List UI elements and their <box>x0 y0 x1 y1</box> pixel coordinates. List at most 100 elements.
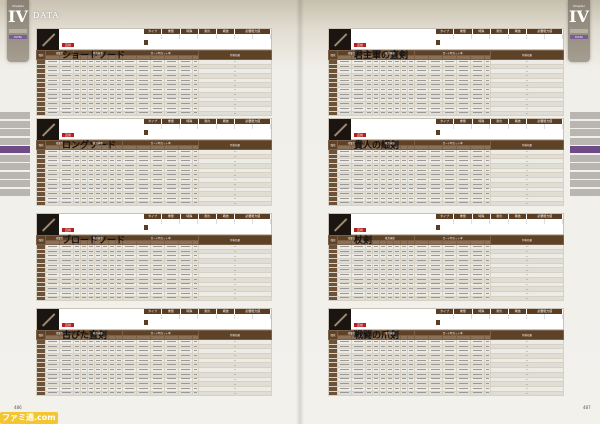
spec-label: タイプ <box>144 29 163 34</box>
table-row: — <box>328 87 564 93</box>
weapon-name: ブロードソード <box>62 236 126 246</box>
table-row: — <box>328 390 564 397</box>
weapon-stats-table: 強化 攻撃力 能力補正 ガード時カット率 付帯効果 — — — — — — — — — — — — <box>328 235 564 302</box>
weapon-image <box>37 29 59 50</box>
table-row: — <box>328 348 564 355</box>
effect-cell: — <box>490 390 564 397</box>
side-index <box>570 112 600 197</box>
weapon-name: 貴人の細剣 <box>354 141 400 151</box>
spec-label: 重量 <box>454 309 473 314</box>
spec-label: 戦技 <box>217 29 236 34</box>
table-row: — <box>36 357 272 364</box>
weapon-stats-table: 強化 攻撃力 能力補正 ガード時カット率 付帯効果 — — — — — — — — — — — — <box>36 235 272 302</box>
table-row: — <box>328 295 564 302</box>
category-badge: 直剣 <box>354 323 367 327</box>
spec-label: 耐久 <box>198 309 218 314</box>
spec-label: 戦技 <box>217 119 236 124</box>
weapon-stats-table: 強化 攻撃力 能力補正 ガード時カット率 付帯効果 — — — — — — — — — — — — <box>328 140 564 207</box>
weapon-block: 直剣 ショートソード タイプ 重量 特殊 耐久 戦技 必要能力値 強化 攻撃力 能力補正 ガ… <box>36 28 272 117</box>
table-row: — <box>36 295 272 302</box>
page-number: 487 <box>583 405 591 410</box>
watermark-logo: ファミ通.com <box>0 412 58 424</box>
weapon-stats-table: 強化 攻撃力 能力補正 ガード時カット率 付帯効果 — — — — — — — — — — — — <box>36 140 272 207</box>
weapon-stats-table: 強化 攻撃力 能力補正 ガード時カット率 付帯効果 — — — — — — — — — — — — <box>328 330 564 397</box>
table-row: — <box>328 59 564 65</box>
spec-label: 特殊 <box>180 214 199 219</box>
table-row: — <box>328 367 564 373</box>
left-page: Chapter IV DATA DATA 直剣 ショートソード タイプ 重量 特殊 耐久… <box>0 0 300 424</box>
effect-cell: — <box>198 200 272 207</box>
weapon-spec: タイプ 重量 特殊 耐久 戦技 必要能力値 <box>144 214 271 234</box>
weapon-image <box>329 29 351 50</box>
spec-label: 耐久 <box>198 119 218 124</box>
table-row: — <box>36 172 272 179</box>
category-badge: 直剣 <box>62 133 75 137</box>
spec-label: 耐久 <box>490 119 510 124</box>
weapon-spec: タイプ 重量 特殊 耐久 戦技 必要能力値 <box>436 309 563 329</box>
weapon-header: 直剣 杖剣 タイプ 重量 特殊 耐久 戦技 必要能力値 <box>328 213 564 246</box>
table-row: — <box>328 343 564 350</box>
weapon-block: 直剣 ロングソード タイプ 重量 特殊 耐久 戦技 必要能力値 強化 攻撃力 能力補正 ガー… <box>36 118 272 207</box>
spec-label: タイプ <box>436 309 455 314</box>
table-row: — <box>36 110 272 117</box>
weapon-header: 直剣 ブロードソード タイプ 重量 特殊 耐久 戦技 必要能力値 <box>36 213 272 246</box>
weapon-spec: タイプ 重量 特殊 耐久 戦技 必要能力値 <box>144 309 271 329</box>
side-index <box>0 112 30 197</box>
spec-label: 必要能力値 <box>527 214 563 219</box>
weapon-image <box>329 214 351 235</box>
spec-label: 重量 <box>162 309 181 314</box>
weapon-image <box>37 119 59 140</box>
table-row: — <box>328 376 564 383</box>
weapon-header: 直剣 君主軍の直剣 タイプ 重量 特殊 耐久 戦技 必要能力値 <box>328 28 564 61</box>
table-row: — <box>36 253 272 260</box>
page-number: 486 <box>14 405 22 410</box>
table-row: — <box>328 353 564 359</box>
weapon-image <box>329 119 351 140</box>
spec-label: タイプ <box>144 309 163 314</box>
spec-label: 特殊 <box>180 29 199 34</box>
weapon-spec: タイプ 重量 特殊 耐久 戦技 必要能力値 <box>144 119 271 139</box>
table-row: — <box>328 163 564 169</box>
table-row: — <box>328 385 564 392</box>
weapon-header: 直剣 古びた直剣 タイプ 重量 特殊 耐久 戦技 必要能力値 <box>36 308 272 341</box>
table-row: — <box>328 186 564 193</box>
weapon-block: 直剣 戦闘の爪剣 タイプ 重量 特殊 耐久 戦技 必要能力値 強化 攻撃力 能力補正 ガード… <box>328 308 564 397</box>
weapon-block: 直剣 君主軍の直剣 タイプ 重量 特殊 耐久 戦技 必要能力値 強化 攻撃力 能力補正 ガー… <box>328 28 564 117</box>
spec-label: タイプ <box>436 214 455 219</box>
table-row: — <box>36 153 272 160</box>
table-row: — <box>36 262 272 269</box>
spec-label: 重量 <box>454 214 473 219</box>
weapon-header: 直剣 戦闘の爪剣 タイプ 重量 特殊 耐久 戦技 必要能力値 <box>328 308 564 341</box>
weapon-spec: タイプ 重量 特殊 耐久 戦技 必要能力値 <box>144 29 271 49</box>
weapon-header: 直剣 ショートソード タイプ 重量 特殊 耐久 戦技 必要能力値 <box>36 28 272 61</box>
weapon-name: 杖剣 <box>354 236 373 246</box>
category-badge: 直剣 <box>354 133 367 137</box>
spec-label: 特殊 <box>472 309 491 314</box>
weapon-stats-table: 強化 攻撃力 能力補正 ガード時カット率 付帯効果 — — — — — — — — — — — — <box>36 50 272 117</box>
spec-label: 耐久 <box>198 29 218 34</box>
weapon-spec: タイプ 重量 特殊 耐久 戦技 必要能力値 <box>436 29 563 49</box>
weapon-stats-table: 強化 攻撃力 能力補正 ガード時カット率 付帯効果 — — — — — — — — — — — — <box>36 330 272 397</box>
table-row: — <box>328 272 564 278</box>
table-row: — <box>328 172 564 179</box>
table-row: — <box>36 73 272 79</box>
effect-cell: — <box>490 200 564 207</box>
category-badge: 直剣 <box>62 43 75 47</box>
weapon-spec: タイプ 重量 特殊 耐久 戦技 必要能力値 <box>436 119 563 139</box>
table-row: — <box>36 177 272 183</box>
weapon-name: 古びた直剣 <box>62 331 108 341</box>
weapon-image <box>37 309 59 330</box>
weapon-name: ロングソード <box>62 141 117 151</box>
page-fold <box>296 0 304 424</box>
table-row: — <box>328 73 564 79</box>
spec-label: 重量 <box>454 29 473 34</box>
category-badge: 直剣 <box>354 228 367 232</box>
spec-label: タイプ <box>436 119 455 124</box>
table-row: — <box>328 63 564 70</box>
weapon-name: 戦闘の爪剣 <box>354 331 400 341</box>
spec-label: 必要能力値 <box>527 119 563 124</box>
spec-label: 耐久 <box>198 214 218 219</box>
spec-label: タイプ <box>144 119 163 124</box>
table-row: — <box>328 153 564 160</box>
spec-label: 耐久 <box>490 309 510 314</box>
